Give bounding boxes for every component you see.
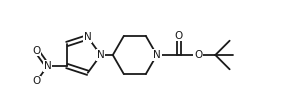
Text: N: N [84, 32, 92, 42]
Text: N: N [44, 61, 51, 71]
Text: N: N [97, 50, 105, 60]
Text: O: O [32, 76, 41, 86]
Text: O: O [32, 46, 41, 56]
Text: N: N [153, 50, 161, 60]
Text: O: O [194, 50, 202, 60]
Text: O: O [175, 31, 183, 41]
